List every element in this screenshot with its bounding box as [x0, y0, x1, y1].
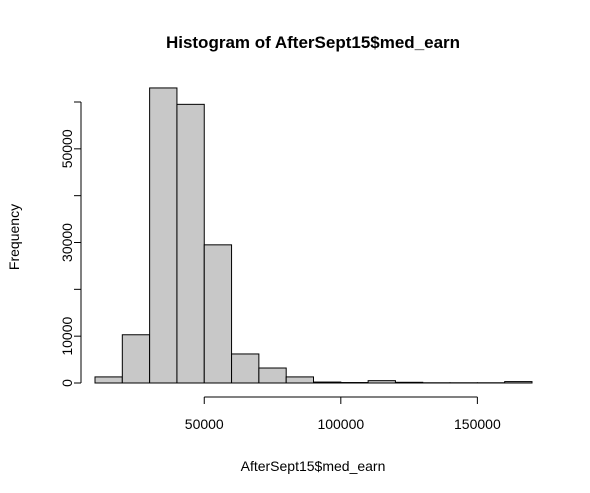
histogram-bar [313, 381, 342, 384]
chart-title: Histogram of AfterSept15$med_earn [166, 33, 460, 52]
histogram-bar [121, 334, 151, 384]
y-tick-label: 10000 [59, 316, 75, 355]
histogram-bar [285, 376, 315, 384]
histogram-bar [394, 381, 424, 384]
x-tick-label: 150000 [454, 416, 501, 432]
x-tick-label: 100000 [317, 416, 364, 432]
y-tick-label: 30000 [59, 223, 75, 262]
histogram-bar [258, 367, 287, 384]
x-tick-label: 50000 [185, 416, 224, 432]
histogram-bar [367, 380, 396, 384]
histogram-bar [231, 353, 260, 384]
y-tick-label: 50000 [59, 129, 75, 168]
histogram-bar [203, 244, 233, 384]
x-axis: 50000 100000 150000 [185, 396, 501, 432]
y-tick-label: 0 [59, 379, 75, 387]
x-axis-label: AfterSept15$med_earn [241, 458, 386, 474]
y-axis: 0 10000 30000 50000 [59, 101, 82, 387]
histogram-bar [149, 87, 178, 384]
histogram-bars [94, 87, 533, 384]
y-axis-label: Frequency [6, 204, 22, 270]
histogram-bar [504, 381, 533, 384]
histogram-bar [94, 376, 123, 384]
histogram-bar [176, 103, 205, 384]
